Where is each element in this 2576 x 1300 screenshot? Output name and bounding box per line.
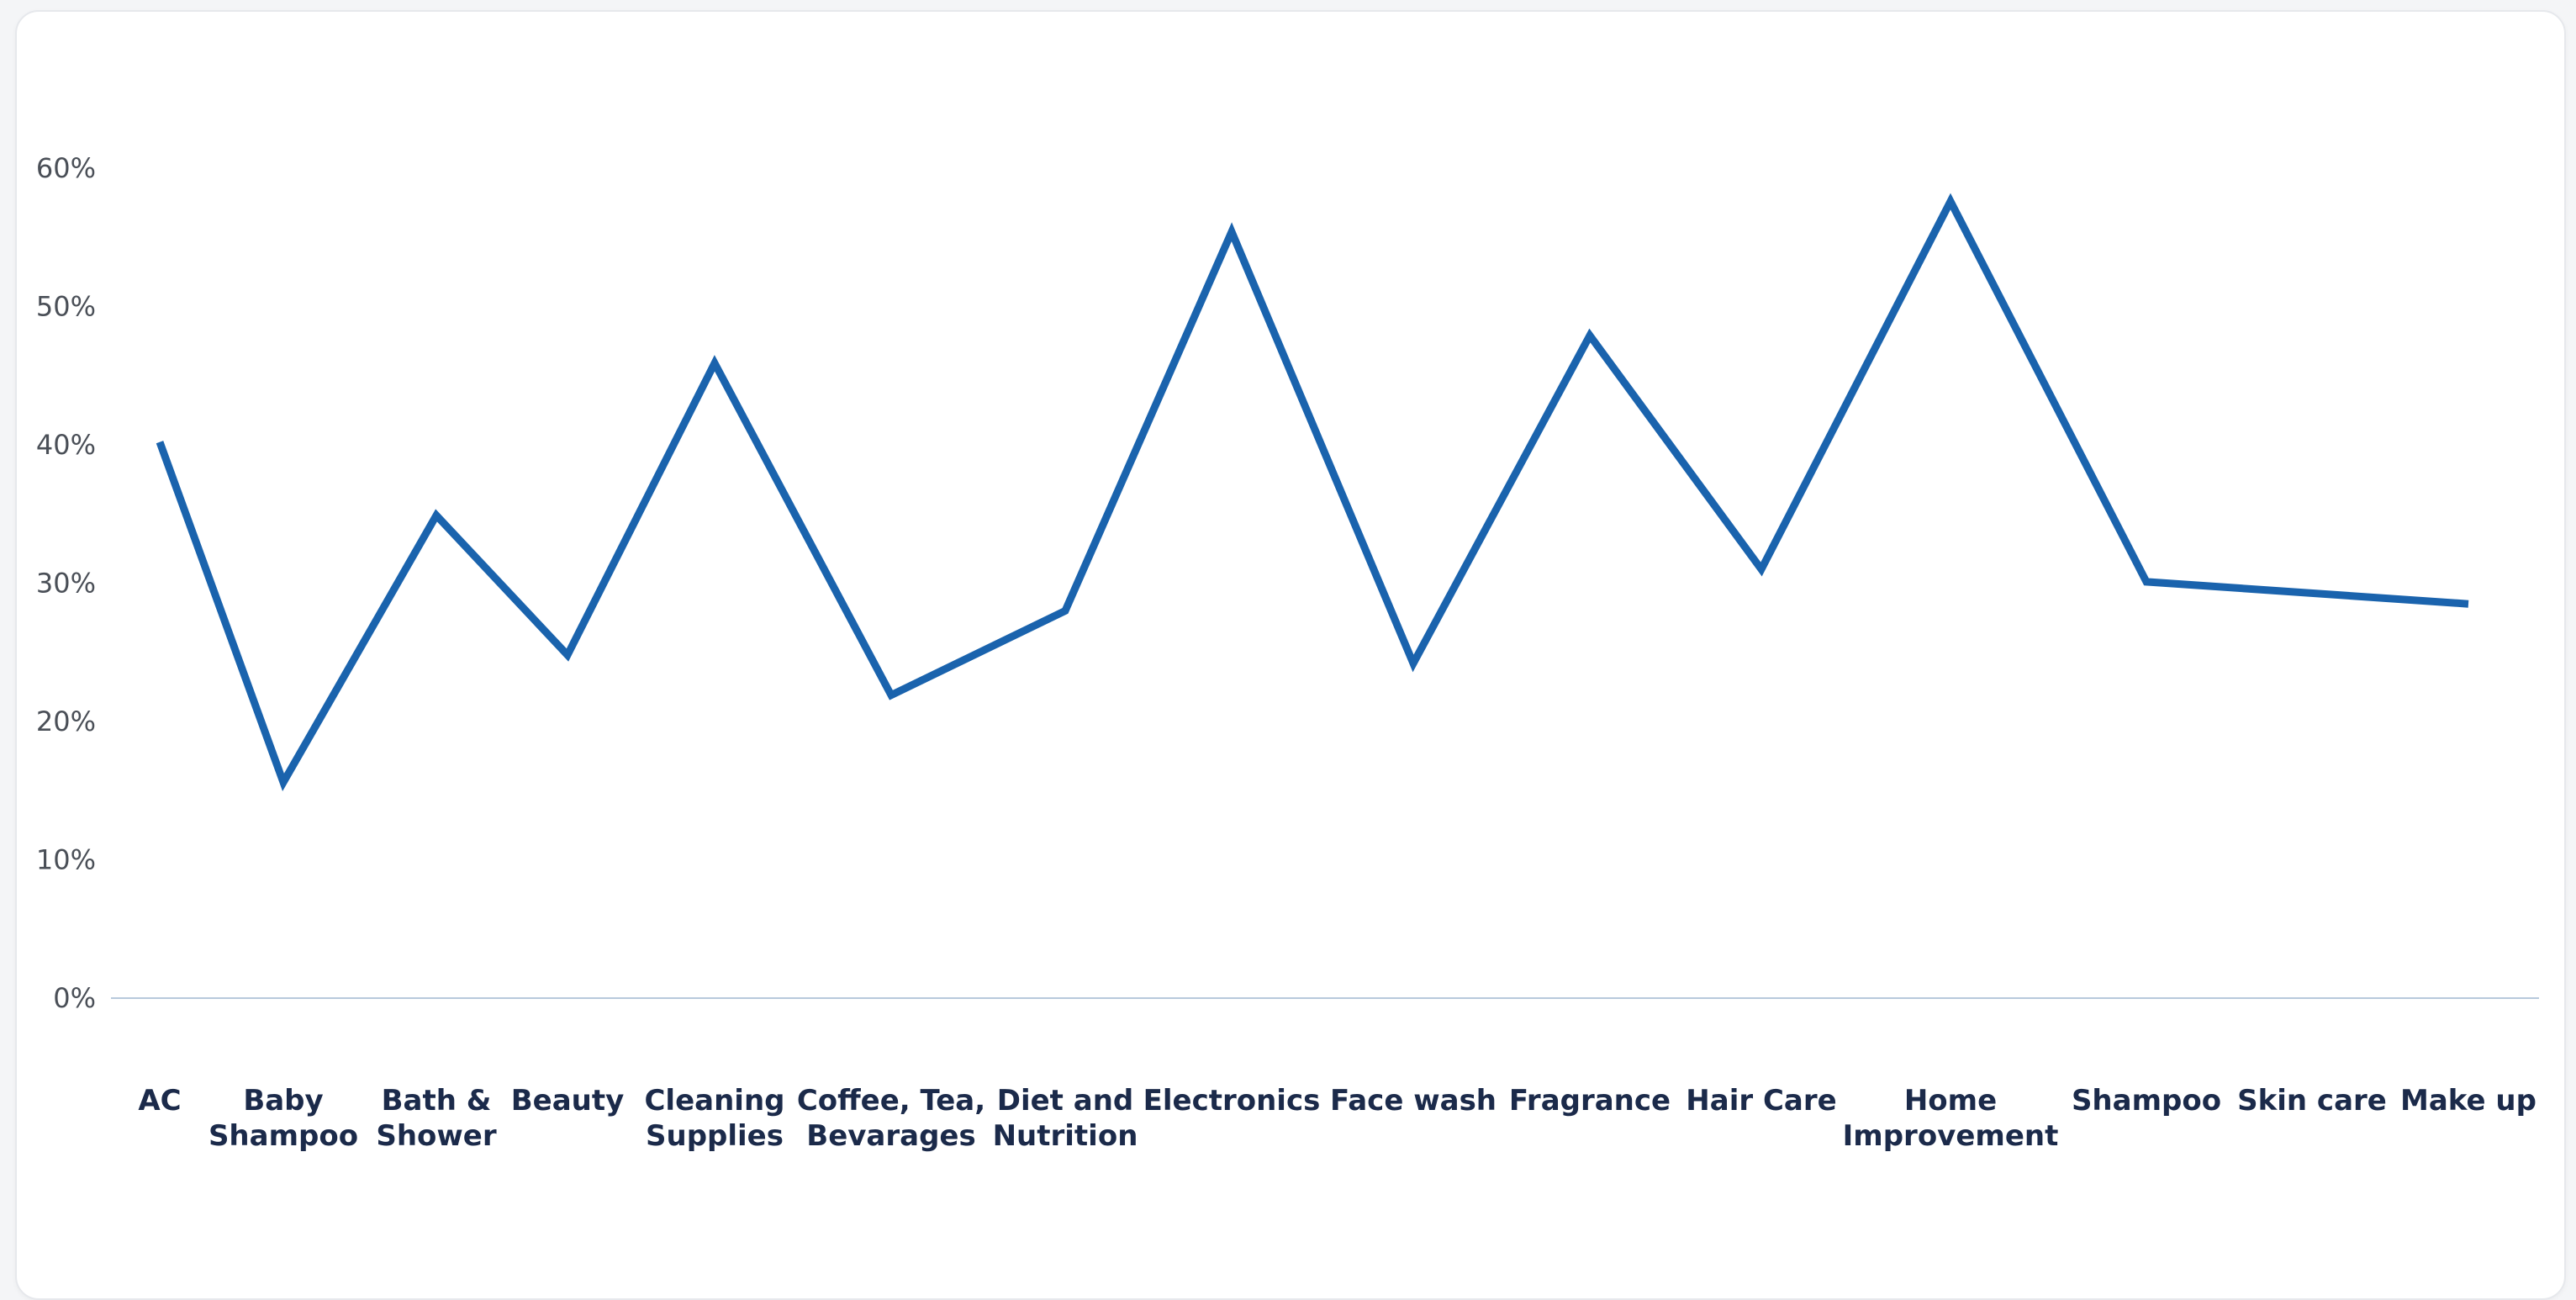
x-tick-label: Face wash	[1330, 1084, 1497, 1118]
y-axis: 0% 10% 20% 30% 40% 50% 60%	[36, 152, 96, 1014]
x-tick-label: Cleaning Supplies	[644, 1084, 784, 1153]
y-tick-label: 60%	[36, 152, 96, 184]
x-tick-label: Bath & Shower	[376, 1084, 497, 1153]
x-tick-label: Baby Shampoo	[209, 1084, 358, 1153]
x-tick-label: Electronics	[1143, 1084, 1321, 1118]
chart-card	[15, 10, 2566, 1300]
y-tick-label: 50%	[36, 291, 96, 323]
x-tick-label: Fragrance	[1509, 1084, 1671, 1118]
x-tick-label: Diet and Nutrition	[993, 1084, 1138, 1153]
x-tick-label: Make up	[2400, 1084, 2536, 1118]
x-tick-label: AC	[138, 1084, 181, 1118]
y-tick-label: 0%	[53, 982, 96, 1014]
x-tick-label: Skin care	[2237, 1084, 2387, 1118]
y-tick-label: 40%	[36, 429, 96, 461]
x-tick-label: Shampoo	[2072, 1084, 2221, 1118]
data-points	[159, 201, 2469, 783]
series-line	[156, 193, 2469, 792]
x-axis: AC Baby Shampoo Bath & Shower Beauty Cleaning S…	[138, 1084, 2536, 1153]
x-tick-label: Beauty	[511, 1084, 625, 1118]
y-tick-label: 20%	[36, 705, 96, 737]
x-tick-label: Coffee, Tea, Bevarages	[797, 1084, 985, 1153]
x-tick-label: Home Improvement	[1843, 1084, 2059, 1153]
x-tick-label: Hair Care	[1686, 1084, 1836, 1118]
y-tick-label: 10%	[36, 844, 96, 876]
y-tick-label: 30%	[36, 568, 96, 600]
